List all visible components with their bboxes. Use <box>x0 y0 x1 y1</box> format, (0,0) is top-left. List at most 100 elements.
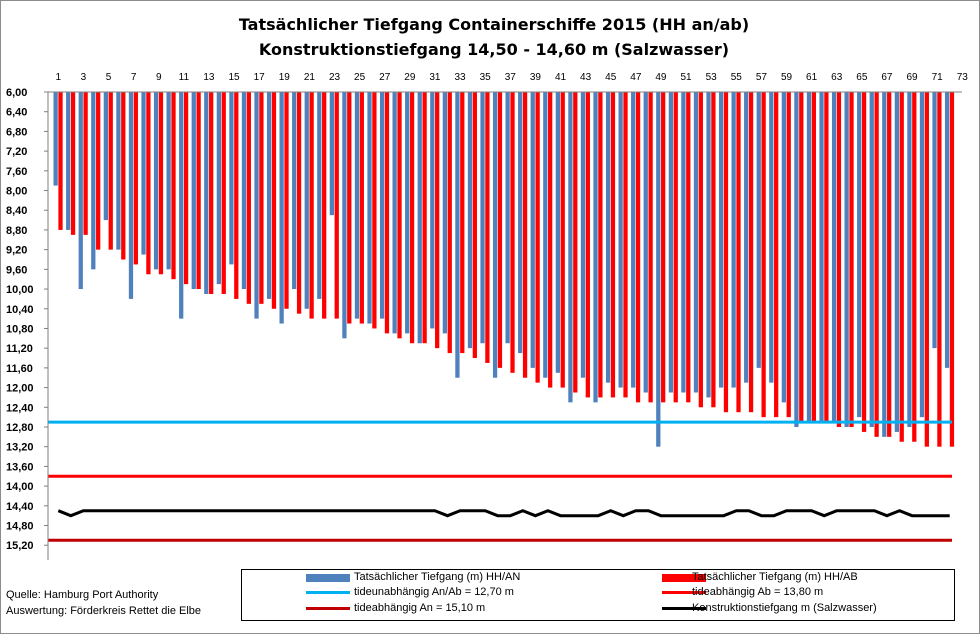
bar-hh-ab <box>899 92 904 442</box>
y-tick-label: 14,00 <box>6 481 34 493</box>
x-tick-label: 1 <box>55 72 61 83</box>
y-tick-label: 9,20 <box>6 245 27 257</box>
bar-hh-an <box>831 92 837 423</box>
bar-hh-an <box>329 92 334 216</box>
bar-hh-ab <box>836 92 842 427</box>
bar-hh-an <box>492 92 498 378</box>
bar-hh-ab <box>146 92 151 275</box>
y-tick-label: 14,80 <box>6 521 34 533</box>
bar-hh-ab <box>296 92 302 314</box>
bar-hh-an <box>769 92 774 383</box>
bar-hh-an <box>806 92 812 423</box>
x-tick-label: 73 <box>957 72 969 83</box>
x-tick-label: 55 <box>731 72 743 83</box>
bar-hh-an <box>141 92 146 255</box>
bar-hh-an <box>354 92 360 319</box>
bar-hh-an <box>204 92 209 294</box>
bar-hh-ab <box>560 92 565 388</box>
legend-label-ab: Tatsächlicher Tiefgang (m) HH/AB <box>692 571 858 583</box>
analysis-credit: Auswertung: Förderkreis Rettet die Elbe <box>6 605 202 617</box>
bar-hh-ab <box>849 92 854 427</box>
bar-hh-an <box>781 92 786 403</box>
x-tick-label: 9 <box>156 72 162 83</box>
bar-hh-ab <box>171 92 176 280</box>
bar-hh-ab <box>673 92 678 403</box>
bar-hh-ab <box>409 92 415 344</box>
bar-hh-an <box>367 92 372 324</box>
bar-hh-an <box>467 92 473 349</box>
bar-hh-an <box>53 92 58 186</box>
bar-hh-an <box>718 92 724 388</box>
y-tick-label: 15,20 <box>6 540 34 552</box>
bar-hh-an <box>405 92 410 334</box>
bar-hh-ab <box>522 92 528 378</box>
bar-hh-ab <box>887 92 892 437</box>
x-tick-label: 25 <box>354 72 366 83</box>
x-tick-label: 65 <box>856 72 868 83</box>
bar-hh-an <box>66 92 71 230</box>
bar-hh-ab <box>246 92 251 304</box>
bar-hh-ab <box>422 92 427 344</box>
x-tick-label: 51 <box>680 72 692 83</box>
bar-hh-an <box>731 92 736 388</box>
bar-hh-ab <box>497 92 503 368</box>
bar-hh-ab <box>535 92 540 383</box>
bar-hh-an <box>430 92 435 329</box>
bar-hh-ab <box>108 92 113 250</box>
y-tick-label: 13,60 <box>6 461 34 473</box>
x-tick-label: 13 <box>203 72 215 83</box>
bar-hh-ab <box>623 92 628 398</box>
bar-hh-ab <box>334 92 339 319</box>
legend-label-tide-ab: tideabhängig Ab = 13,80 m <box>692 586 824 598</box>
x-tick-label: 69 <box>906 72 918 83</box>
bar-hh-an <box>543 92 548 378</box>
legend-swatch-konstruktion <box>662 607 706 610</box>
bar-hh-an <box>292 92 297 290</box>
bar-hh-ab <box>133 92 138 265</box>
x-tick-label: 29 <box>404 72 416 83</box>
x-tick-label: 17 <box>254 72 266 83</box>
bar-hh-an <box>455 92 460 378</box>
bar-hh-ab <box>435 92 440 349</box>
bar-hh-an <box>392 92 397 334</box>
bar-hh-ab <box>761 92 766 418</box>
x-tick-label: 27 <box>379 72 391 83</box>
bar-hh-an <box>179 92 184 319</box>
y-tick-label: 8,00 <box>6 186 27 198</box>
bar-hh-an <box>844 92 849 427</box>
bar-hh-an <box>216 92 221 285</box>
bar-hh-an <box>342 92 347 339</box>
chart-subtitle: Konstruktionstiefgang 14,50 - 14,60 m (S… <box>259 40 729 59</box>
bar-hh-ab <box>698 92 703 408</box>
bar-hh-ab <box>949 92 955 447</box>
bar-hh-an <box>894 92 899 432</box>
bar-hh-ab <box>359 92 364 324</box>
bar-hh-an <box>555 92 560 373</box>
bar-hh-an <box>442 92 447 334</box>
y-tick-label: 11,60 <box>6 363 33 375</box>
bar-hh-ab <box>70 92 76 235</box>
bar-hh-ab <box>397 92 402 339</box>
bar-hh-ab <box>786 92 791 418</box>
legend-swatch-tide-an <box>306 607 350 610</box>
bar-hh-an <box>379 92 385 319</box>
bar-hh-ab <box>372 92 377 329</box>
bar-hh-an <box>819 92 824 423</box>
line-konstruktionstiefgang <box>57 509 950 518</box>
bar-hh-an <box>505 92 510 344</box>
bar-hh-ab <box>736 92 741 413</box>
bar-hh-ab <box>284 92 289 309</box>
bar-hh-ab <box>912 92 917 442</box>
bar-hh-ab <box>573 92 578 393</box>
x-tick-label: 39 <box>530 72 542 83</box>
x-tick-label: 61 <box>806 72 818 83</box>
bar-hh-an <box>643 92 648 393</box>
bar-hh-an <box>794 92 799 427</box>
x-tick-label: 37 <box>505 72 517 83</box>
bar-hh-ab <box>824 92 829 423</box>
bar-hh-an <box>744 92 749 383</box>
x-tick-label: 35 <box>480 72 492 83</box>
bar-hh-ab <box>58 92 63 230</box>
bar-hh-ab <box>610 92 616 398</box>
